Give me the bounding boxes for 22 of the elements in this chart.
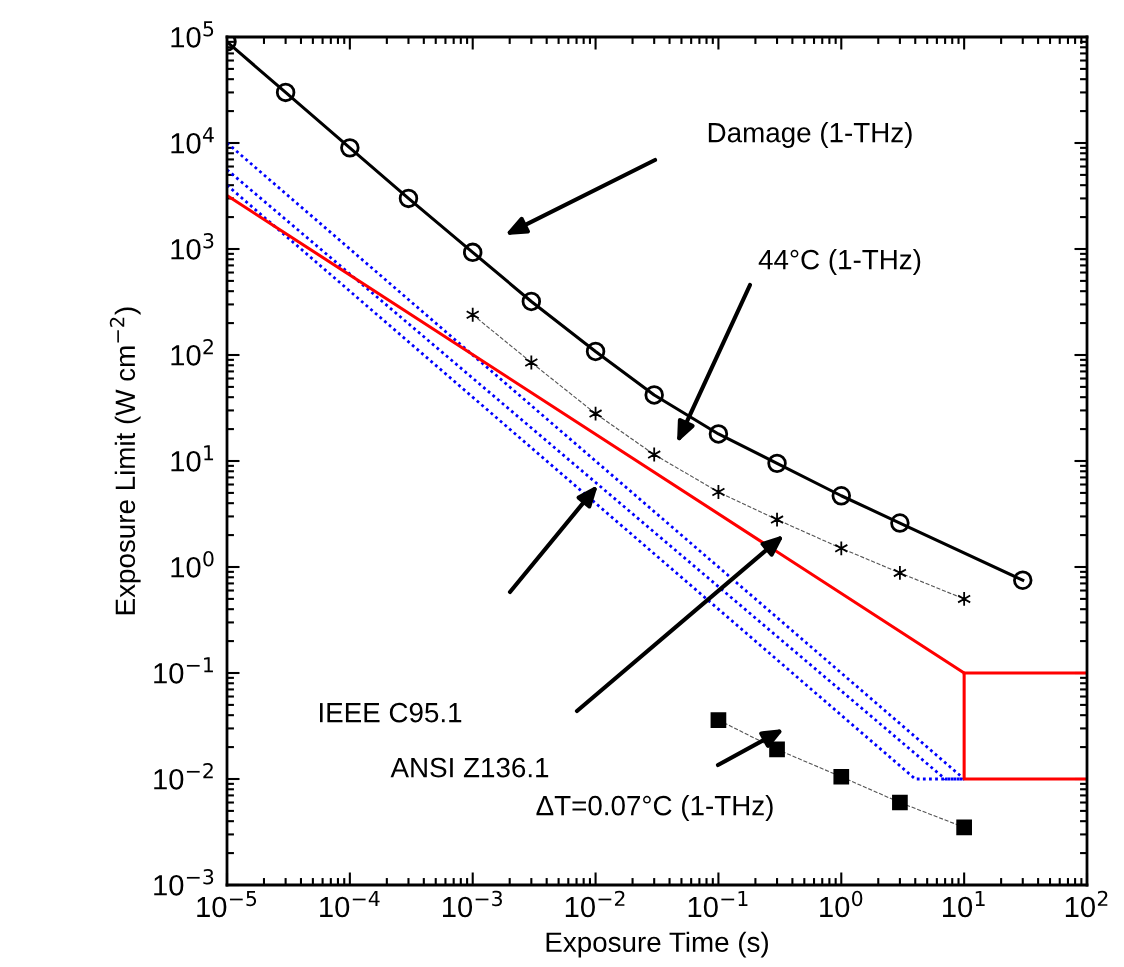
annotation: IEEE C95.1 [320, 702, 462, 723]
x-tick-label: 10$^{−4}$ [320, 891, 380, 918]
y-tick-label: 10$^{0}$ [171, 551, 214, 578]
y-tick-label: 10$^{3}$ [171, 233, 214, 260]
y-tick-label: 10$^{1}$ [171, 445, 214, 472]
x-tick-label: 10$^{2}$ [1065, 890, 1108, 918]
y-tick-label: 10$^{5}$ [171, 21, 214, 48]
x-tick-label: 10$^{−3}$ [443, 890, 502, 918]
y-tick-label: 10$^{4}$ [171, 127, 214, 154]
y-tick-label: 10$^{−2}$ [154, 763, 213, 790]
x-tick-label: 10$^{−2}$ [565, 890, 625, 918]
annotation: Damage (1-THz) [708, 122, 912, 148]
x-tick-label: 10$^{1}$ [943, 891, 985, 918]
annotation: ΔT=0.07°C (1-THz) [536, 795, 773, 821]
annotation: 44°C (1-THz) [758, 249, 921, 275]
y-tick-label: 10$^{2}$ [171, 339, 213, 366]
x-tick-label: 10$^{−1}$ [688, 891, 748, 918]
x-axis-title: Exposure Time (s) [546, 931, 768, 958]
x-tick-label: 10$^{0}$ [820, 890, 863, 918]
y-axis-title: Exposure Limit (W cm$^{−2}$) [109, 307, 141, 615]
y-tick-label: 10$^{−1}$ [154, 657, 213, 684]
annotation: ANSI Z136.1 [390, 757, 549, 778]
